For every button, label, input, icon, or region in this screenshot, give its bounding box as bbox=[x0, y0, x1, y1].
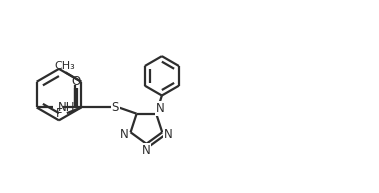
Text: N: N bbox=[120, 128, 129, 141]
Text: O: O bbox=[71, 75, 81, 88]
Text: NH: NH bbox=[58, 101, 75, 114]
Text: N: N bbox=[142, 144, 151, 157]
Text: CH₃: CH₃ bbox=[54, 61, 75, 71]
Text: N: N bbox=[164, 128, 173, 141]
Text: F: F bbox=[56, 107, 62, 120]
Text: N: N bbox=[156, 102, 164, 115]
Text: S: S bbox=[112, 101, 119, 114]
